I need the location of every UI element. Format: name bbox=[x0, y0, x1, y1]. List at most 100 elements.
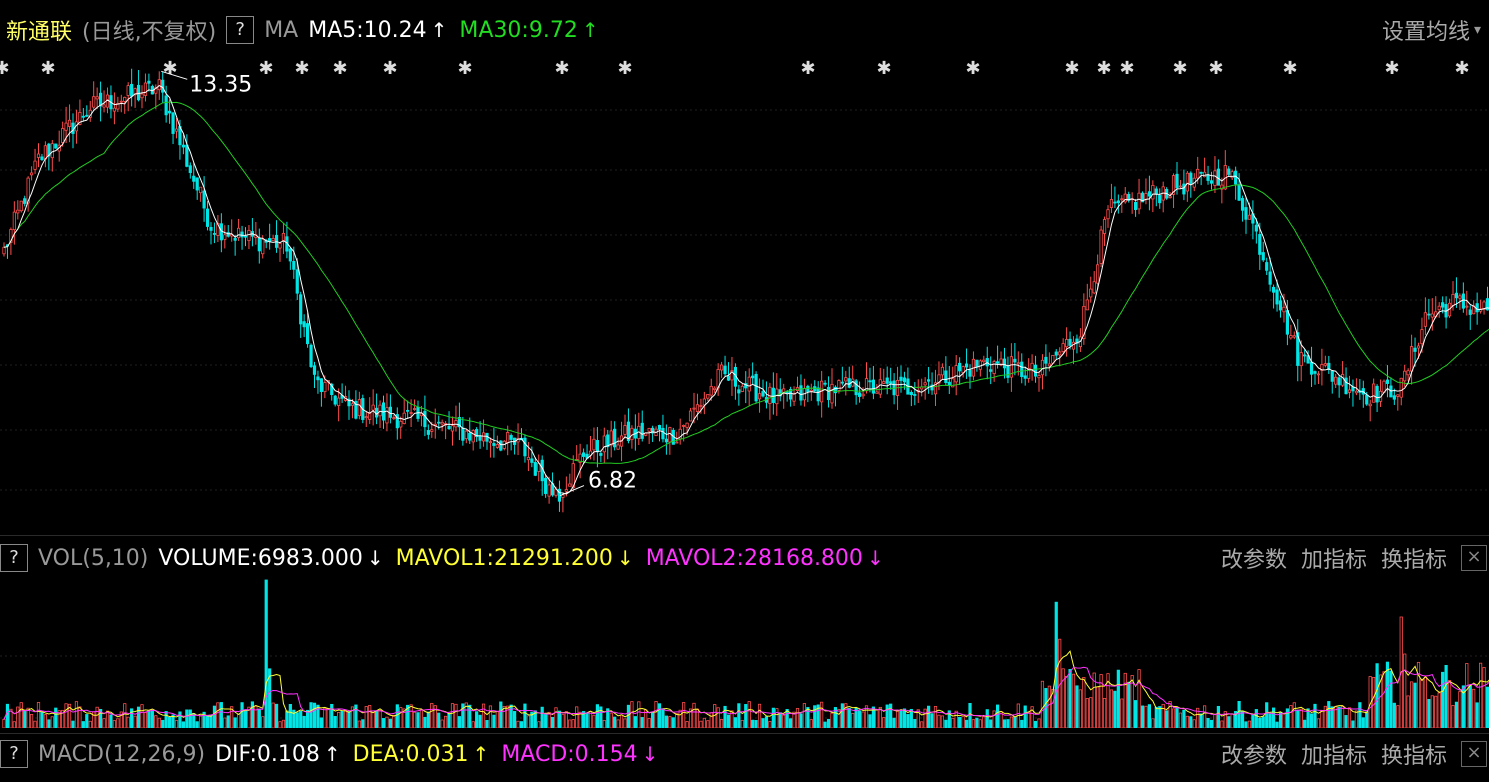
volume-bar bbox=[713, 704, 717, 728]
volume-bar bbox=[633, 716, 637, 728]
candle bbox=[1089, 288, 1093, 298]
candle bbox=[751, 375, 755, 379]
volume-bar bbox=[1134, 700, 1138, 728]
candle bbox=[1151, 185, 1155, 200]
candle bbox=[1382, 380, 1386, 393]
candle bbox=[661, 427, 665, 440]
candle bbox=[23, 198, 27, 204]
volume-bar bbox=[409, 704, 413, 728]
candle bbox=[1465, 305, 1469, 308]
candle bbox=[1099, 229, 1103, 264]
volume-bar bbox=[709, 712, 713, 728]
main-header: 新通联 (日线,不复权) ? MA MA5:10.24 ↑ MA30:9.72 … bbox=[0, 14, 1489, 46]
volume-bar bbox=[33, 720, 37, 728]
candle bbox=[123, 96, 127, 102]
candle bbox=[688, 410, 693, 422]
volume-bar bbox=[582, 711, 586, 728]
volume-bar bbox=[240, 702, 244, 728]
candle bbox=[167, 110, 172, 114]
candle bbox=[816, 387, 820, 402]
macd-help-button[interactable]: ? bbox=[0, 740, 28, 768]
volume-bar bbox=[716, 707, 720, 728]
candle bbox=[571, 463, 575, 489]
volume-bar bbox=[1437, 692, 1441, 728]
candle bbox=[1199, 171, 1203, 174]
volume-bar bbox=[1127, 681, 1131, 728]
ma30-line bbox=[3, 101, 1489, 464]
macd-switch-indicator-button[interactable]: 换指标 bbox=[1380, 744, 1447, 769]
volume-bar bbox=[109, 714, 113, 728]
candle bbox=[1282, 306, 1286, 313]
candle bbox=[457, 417, 462, 428]
candle bbox=[1403, 370, 1407, 382]
help-button[interactable]: ? bbox=[226, 16, 255, 44]
volume-bar bbox=[9, 708, 13, 728]
candle bbox=[299, 294, 303, 325]
volume-bar bbox=[1102, 697, 1107, 728]
candle bbox=[1365, 394, 1369, 405]
volume-bar bbox=[1341, 706, 1345, 728]
candle bbox=[40, 156, 44, 161]
candle bbox=[116, 103, 120, 110]
candle bbox=[147, 80, 151, 84]
candle bbox=[882, 381, 886, 384]
candlestick-chart[interactable]: ✱ ✱ ✱ ✱ ✱ ✱ ✱ ✱ ✱ ✱ ✱ ✱ ✱ ✱ ✱ ✱ ✱ ✱ ✱ ✱ ✱ 13.35 6.82 bbox=[0, 50, 1489, 530]
candle bbox=[1030, 362, 1034, 371]
volume-bar bbox=[513, 711, 517, 728]
candle bbox=[247, 229, 251, 242]
macd-params-button[interactable]: 改参数 bbox=[1220, 744, 1287, 769]
volume-bar bbox=[1434, 695, 1438, 728]
volume-bar bbox=[488, 705, 493, 728]
volume-bar bbox=[523, 703, 527, 728]
candle bbox=[50, 143, 54, 159]
vol-close-icon[interactable]: × bbox=[1461, 545, 1487, 571]
macd-add-indicator-button[interactable]: 加指标 bbox=[1300, 744, 1367, 769]
event-marker-icon: ✱ bbox=[554, 58, 569, 79]
candle bbox=[1289, 335, 1293, 339]
candle bbox=[1299, 352, 1303, 367]
ma5-value: MA5:10.24 bbox=[308, 17, 427, 43]
candle bbox=[333, 395, 337, 405]
candle bbox=[195, 177, 199, 191]
candle bbox=[1413, 347, 1417, 352]
volume-bar bbox=[350, 706, 355, 728]
candle bbox=[858, 392, 862, 397]
volume-bar bbox=[1168, 701, 1172, 728]
candle bbox=[292, 261, 296, 270]
volume-bar bbox=[519, 721, 524, 728]
candle bbox=[1375, 385, 1379, 403]
vol-switch-indicator-button[interactable]: 换指标 bbox=[1380, 548, 1447, 573]
candle bbox=[61, 128, 65, 143]
volume-bar bbox=[1137, 669, 1141, 728]
candle bbox=[450, 425, 455, 432]
volume-bar bbox=[768, 721, 772, 728]
candle bbox=[199, 186, 203, 194]
candle bbox=[792, 393, 796, 402]
candle bbox=[240, 231, 244, 238]
chevron-down-icon[interactable]: ▾ bbox=[1473, 22, 1481, 38]
event-marker-icon: ✱ bbox=[162, 58, 177, 79]
volume-bar bbox=[243, 709, 248, 728]
candle bbox=[640, 422, 644, 439]
vol-help-button[interactable]: ? bbox=[0, 544, 28, 572]
volume-bar bbox=[1482, 667, 1486, 728]
candle bbox=[699, 405, 703, 407]
volume-bar bbox=[526, 715, 531, 728]
volume-bar bbox=[305, 709, 310, 728]
settings-ma-button[interactable]: 设置均线 bbox=[1381, 20, 1470, 45]
volume-bar bbox=[164, 711, 168, 728]
vol-params-button[interactable]: 改参数 bbox=[1220, 548, 1287, 573]
candle bbox=[626, 421, 631, 442]
volume-bar bbox=[236, 713, 241, 728]
candle bbox=[1102, 219, 1107, 234]
candle bbox=[1385, 379, 1390, 384]
volume-chart[interactable] bbox=[0, 578, 1489, 728]
vol-add-indicator-button[interactable]: 加指标 bbox=[1300, 548, 1367, 573]
candle bbox=[492, 443, 496, 446]
volume-bar bbox=[1365, 711, 1369, 728]
volume-bar bbox=[1347, 707, 1352, 728]
candle bbox=[861, 393, 865, 397]
macd-close-icon[interactable]: × bbox=[1461, 741, 1487, 767]
volume-bar bbox=[595, 704, 600, 728]
volume-bar bbox=[1185, 715, 1189, 728]
